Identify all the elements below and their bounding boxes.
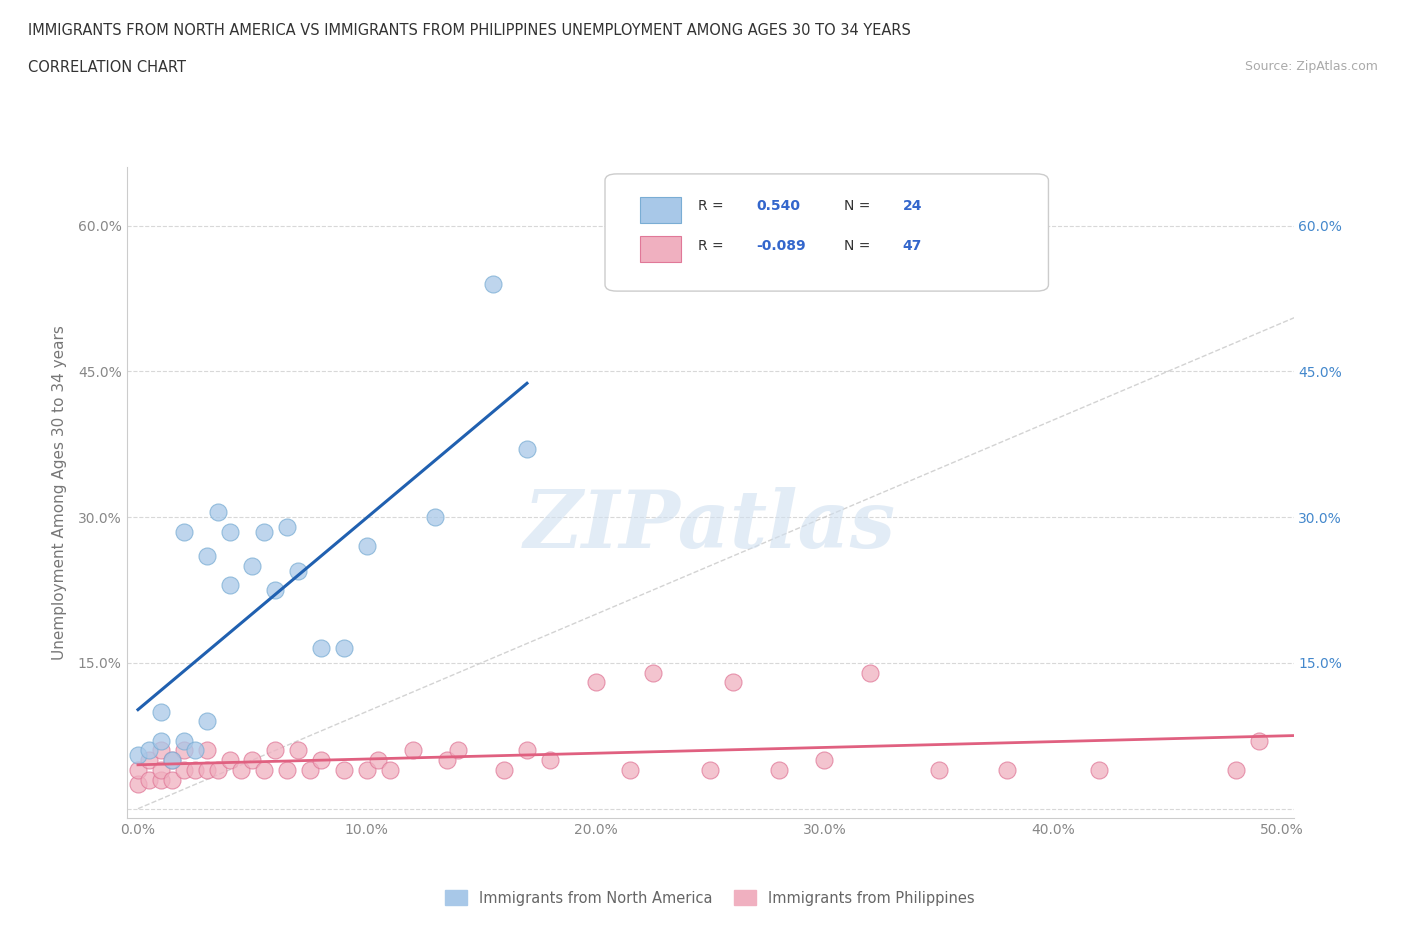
Point	[218, 525, 240, 539]
Point	[481, 276, 503, 291]
Point	[768, 763, 790, 777]
Point	[859, 665, 882, 680]
Point	[378, 763, 401, 777]
Point	[356, 538, 378, 553]
Point	[298, 763, 321, 777]
Point	[356, 763, 378, 777]
FancyBboxPatch shape	[605, 174, 1049, 291]
Point	[195, 763, 218, 777]
Point	[264, 582, 287, 597]
Point	[173, 733, 195, 748]
Text: -0.089: -0.089	[756, 238, 806, 253]
Point	[149, 704, 172, 719]
Point	[207, 763, 229, 777]
Point	[242, 558, 264, 573]
Point	[1249, 733, 1271, 748]
Text: N =: N =	[844, 199, 875, 214]
Point	[173, 763, 195, 777]
Point	[997, 763, 1019, 777]
Point	[184, 763, 207, 777]
Point	[287, 743, 309, 758]
Point	[207, 505, 229, 520]
Point	[1225, 763, 1247, 777]
Point	[138, 772, 160, 787]
Point	[242, 752, 264, 767]
Point	[699, 763, 721, 777]
Point	[425, 510, 447, 525]
Point	[162, 772, 184, 787]
Point	[218, 752, 240, 767]
Point	[173, 525, 195, 539]
Point	[309, 752, 332, 767]
Point	[138, 743, 160, 758]
Point	[401, 743, 423, 758]
Point	[309, 641, 332, 656]
Point	[538, 752, 561, 767]
Point	[367, 752, 389, 767]
Text: IMMIGRANTS FROM NORTH AMERICA VS IMMIGRANTS FROM PHILIPPINES UNEMPLOYMENT AMONG : IMMIGRANTS FROM NORTH AMERICA VS IMMIGRA…	[28, 23, 911, 38]
Point	[149, 763, 172, 777]
Text: Source: ZipAtlas.com: Source: ZipAtlas.com	[1244, 60, 1378, 73]
Point	[516, 442, 538, 457]
Point	[195, 743, 218, 758]
Point	[721, 675, 744, 690]
Point	[184, 743, 207, 758]
Point	[333, 641, 356, 656]
Point	[149, 743, 172, 758]
Point	[516, 743, 538, 758]
Point	[1088, 763, 1111, 777]
Text: R =: R =	[699, 238, 728, 253]
Point	[149, 733, 172, 748]
Text: 0.540: 0.540	[756, 199, 800, 214]
Legend: Immigrants from North America, Immigrants from Philippines: Immigrants from North America, Immigrant…	[440, 884, 980, 911]
Point	[195, 549, 218, 564]
Point	[333, 763, 356, 777]
Point	[276, 763, 298, 777]
Point	[195, 714, 218, 729]
Point	[813, 752, 835, 767]
Point	[641, 665, 664, 680]
Point	[585, 675, 607, 690]
Point	[436, 752, 458, 767]
Bar	[640, 197, 681, 223]
Text: CORRELATION CHART: CORRELATION CHART	[28, 60, 186, 75]
Point	[138, 752, 160, 767]
Point	[928, 763, 950, 777]
Point	[162, 752, 184, 767]
Point	[218, 578, 240, 592]
Point	[264, 743, 287, 758]
Point	[173, 743, 195, 758]
Point	[494, 763, 516, 777]
Text: R =: R =	[699, 199, 728, 214]
Bar	[640, 236, 681, 262]
Point	[447, 743, 470, 758]
Text: 47: 47	[903, 238, 922, 253]
Y-axis label: Unemployment Among Ages 30 to 34 years: Unemployment Among Ages 30 to 34 years	[52, 326, 66, 660]
Point	[253, 525, 276, 539]
Text: N =: N =	[844, 238, 875, 253]
Point	[127, 763, 149, 777]
Point	[229, 763, 252, 777]
Point	[162, 752, 184, 767]
Text: 24: 24	[903, 199, 922, 214]
Point	[276, 520, 298, 535]
Text: ZIPatlas: ZIPatlas	[524, 486, 896, 565]
Point	[287, 564, 309, 578]
Point	[253, 763, 276, 777]
Point	[619, 763, 641, 777]
Point	[149, 772, 172, 787]
Point	[127, 777, 149, 791]
Point	[127, 748, 149, 763]
